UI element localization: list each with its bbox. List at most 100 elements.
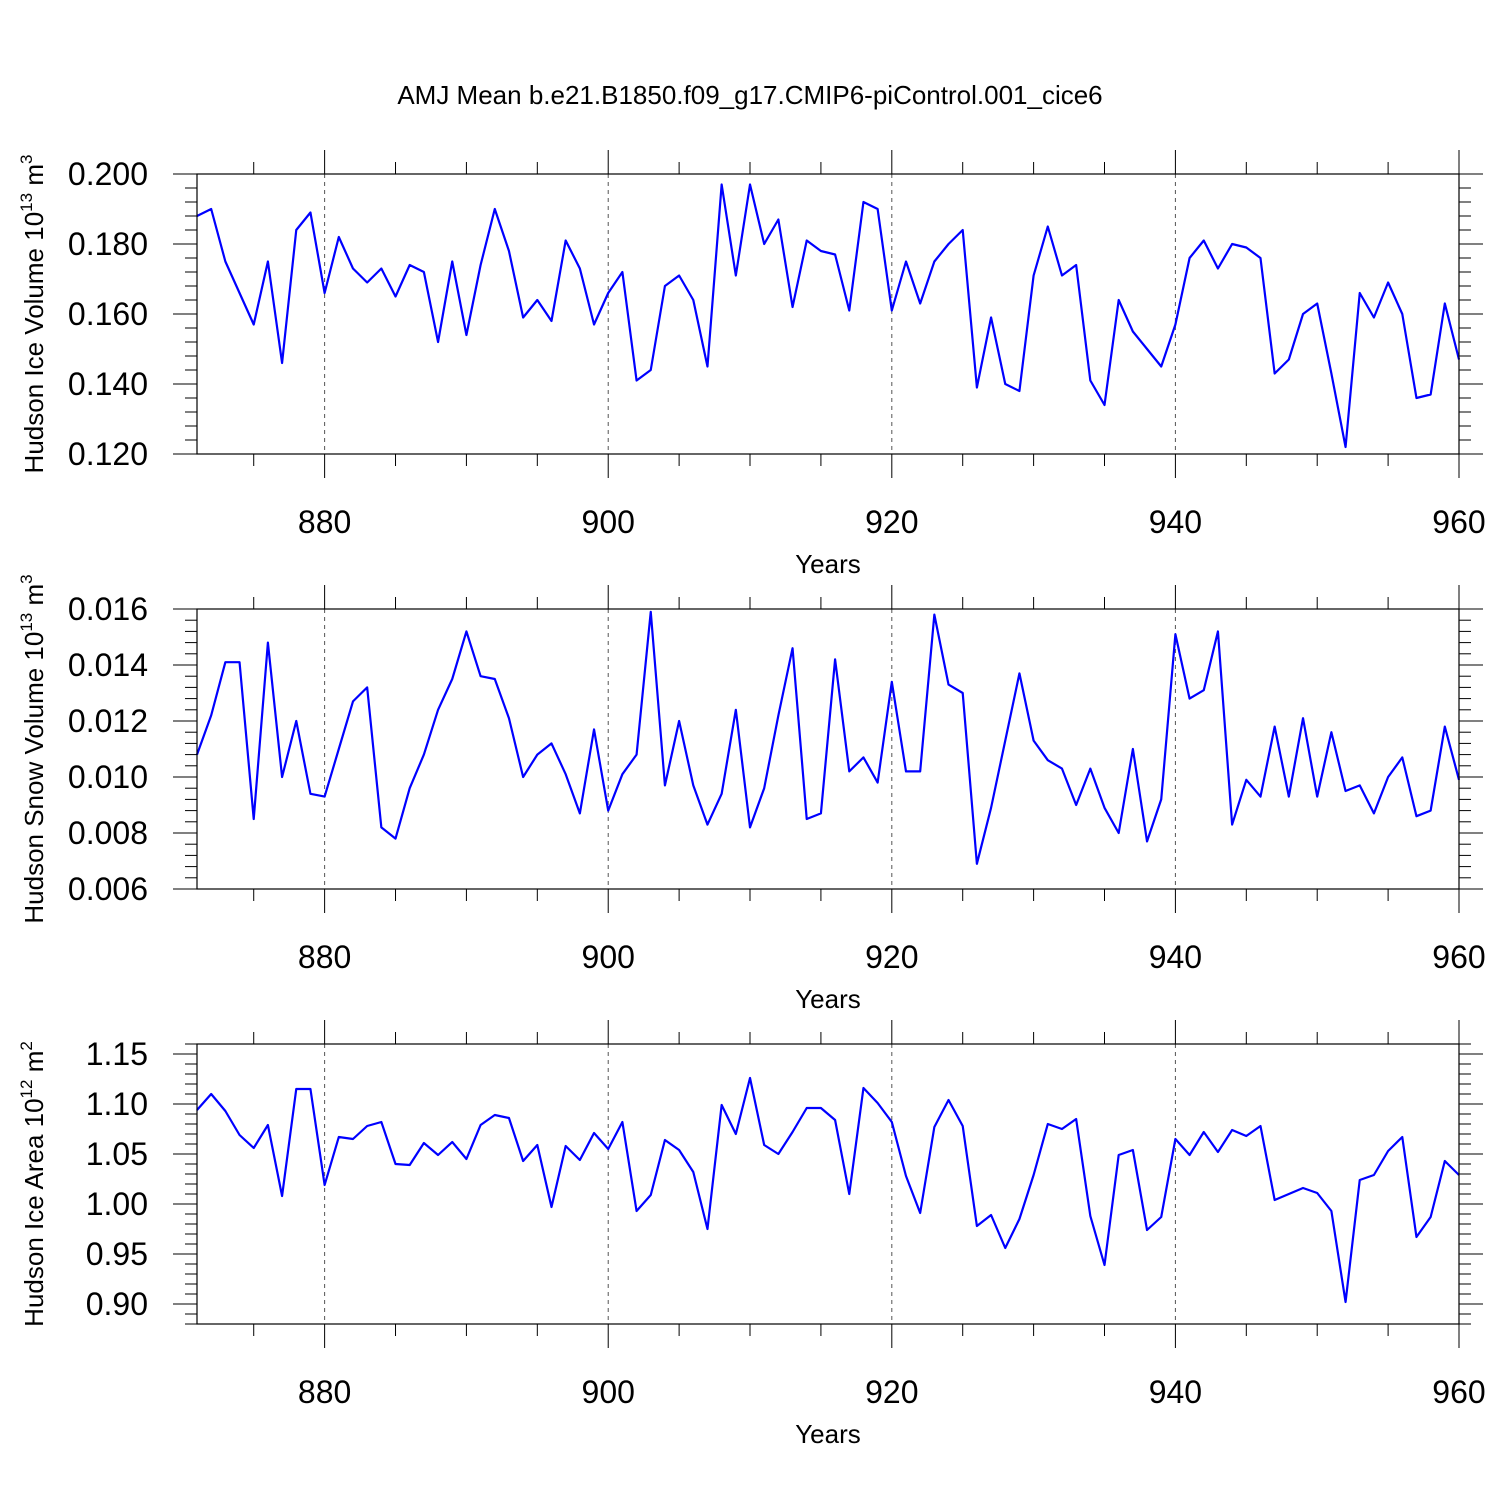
data-point [735, 274, 737, 277]
data-point [692, 1171, 694, 1173]
data-point [1359, 784, 1361, 787]
data-point [1217, 1151, 1219, 1153]
data-point [565, 1145, 567, 1147]
data-point [1373, 1174, 1375, 1176]
data-point [1188, 698, 1191, 700]
data-point [1089, 1215, 1091, 1217]
y-tick-label: 0.140 [68, 366, 148, 402]
data-point [848, 1193, 850, 1195]
data-point [352, 267, 354, 270]
data-point [1387, 281, 1389, 284]
y-axis-label: Hudson Ice Area 1012 m2 [17, 1041, 49, 1327]
data-point [550, 742, 553, 745]
y-axis-label-exponent: 13 [17, 193, 36, 212]
data-point [1359, 1179, 1361, 1181]
data-point [494, 208, 496, 210]
data-point [1259, 1125, 1262, 1127]
data-point [777, 1153, 779, 1155]
data-point [806, 818, 808, 820]
data-point [550, 320, 553, 322]
data-point [281, 776, 283, 778]
data-point [621, 1121, 623, 1123]
data-point [1174, 633, 1177, 635]
data-point [451, 1141, 453, 1143]
data-point [1373, 316, 1375, 319]
data-point [919, 1212, 921, 1214]
data-point [905, 1175, 907, 1177]
data-point [1061, 274, 1063, 277]
data-point [763, 1144, 765, 1146]
data-point [324, 1184, 326, 1186]
data-point [210, 1093, 212, 1095]
data-point [479, 675, 482, 677]
data-point [721, 1104, 723, 1106]
data-point [550, 1206, 553, 1208]
data-point [877, 208, 879, 210]
data-point [536, 1144, 538, 1146]
data-point [621, 271, 623, 273]
data-point [777, 218, 779, 221]
data-point [1075, 804, 1077, 806]
data-point [1132, 748, 1134, 750]
data-point [877, 1102, 879, 1104]
data-point [1004, 1247, 1006, 1249]
chart-panel-1: 880 900 920 940 960 0.120 0.140 0.160 0.180 0.200… [17, 150, 1486, 579]
data-point [1387, 1150, 1389, 1152]
data-point [1430, 393, 1432, 396]
data-point [593, 323, 595, 326]
data-point [437, 1154, 439, 1156]
data-point [664, 784, 666, 787]
data-point [479, 1124, 482, 1126]
data-point [1444, 726, 1446, 728]
x-tick-label: 960 [1432, 939, 1485, 975]
y-axis-label: Hudson Ice Volume 1013 m3 [17, 155, 49, 474]
data-point [380, 826, 382, 829]
data-point [1316, 1192, 1318, 1194]
y-tick-label: 0.014 [68, 647, 148, 683]
data-point [437, 341, 439, 343]
data-point [1203, 239, 1205, 242]
data-point [352, 700, 354, 703]
panels: 880 900 920 940 960 0.120 0.140 0.160 0.180 0.200… [17, 150, 1486, 1449]
y-tick-label: 1.10 [86, 1086, 148, 1122]
data-point [678, 274, 680, 277]
y-axis-label-unit: m [19, 584, 49, 613]
y-axis-label-unit-exponent: 3 [17, 574, 36, 583]
y-tick-label: 0.90 [86, 1286, 148, 1322]
data-point [692, 299, 694, 301]
y-axis-label-unit: m [19, 1051, 49, 1080]
data-point [309, 793, 312, 795]
figure-title: AMJ Mean b.e21.B1850.f09_g17.CMIP6-piCon… [397, 80, 1102, 110]
x-tick-label: 960 [1432, 1374, 1485, 1410]
data-point [224, 1110, 226, 1112]
data-point [409, 264, 411, 266]
data-point [1274, 1199, 1276, 1201]
data-point [210, 714, 212, 717]
data-point [990, 316, 992, 319]
y-axis-label-unit: m [19, 164, 49, 193]
data-point [1203, 689, 1205, 691]
x-tick-label: 920 [865, 1374, 918, 1410]
data-point [1132, 1149, 1134, 1151]
data-point [1160, 798, 1162, 801]
y-axis-label-unit-exponent: 2 [17, 1041, 36, 1050]
data-point [1430, 1216, 1432, 1218]
data-point [324, 292, 326, 294]
data-point [706, 1228, 709, 1230]
data-point [465, 1158, 468, 1160]
data-point [1118, 299, 1120, 301]
y-tick-label: 0.016 [68, 591, 148, 627]
data-point [479, 264, 482, 266]
data-point [650, 1194, 652, 1196]
data-point [281, 362, 283, 364]
data-point [1004, 740, 1006, 742]
data-point [1245, 1135, 1247, 1137]
data-point [1146, 348, 1148, 350]
data-point [1231, 1129, 1233, 1131]
y-tick-label: 1.00 [86, 1186, 148, 1222]
data-point [380, 267, 382, 270]
data-point [607, 292, 609, 294]
data-point [1245, 246, 1247, 249]
y-axis-label-text: Hudson Snow Volume 10 [19, 632, 49, 924]
y-axis-label-exponent: 13 [17, 613, 36, 632]
